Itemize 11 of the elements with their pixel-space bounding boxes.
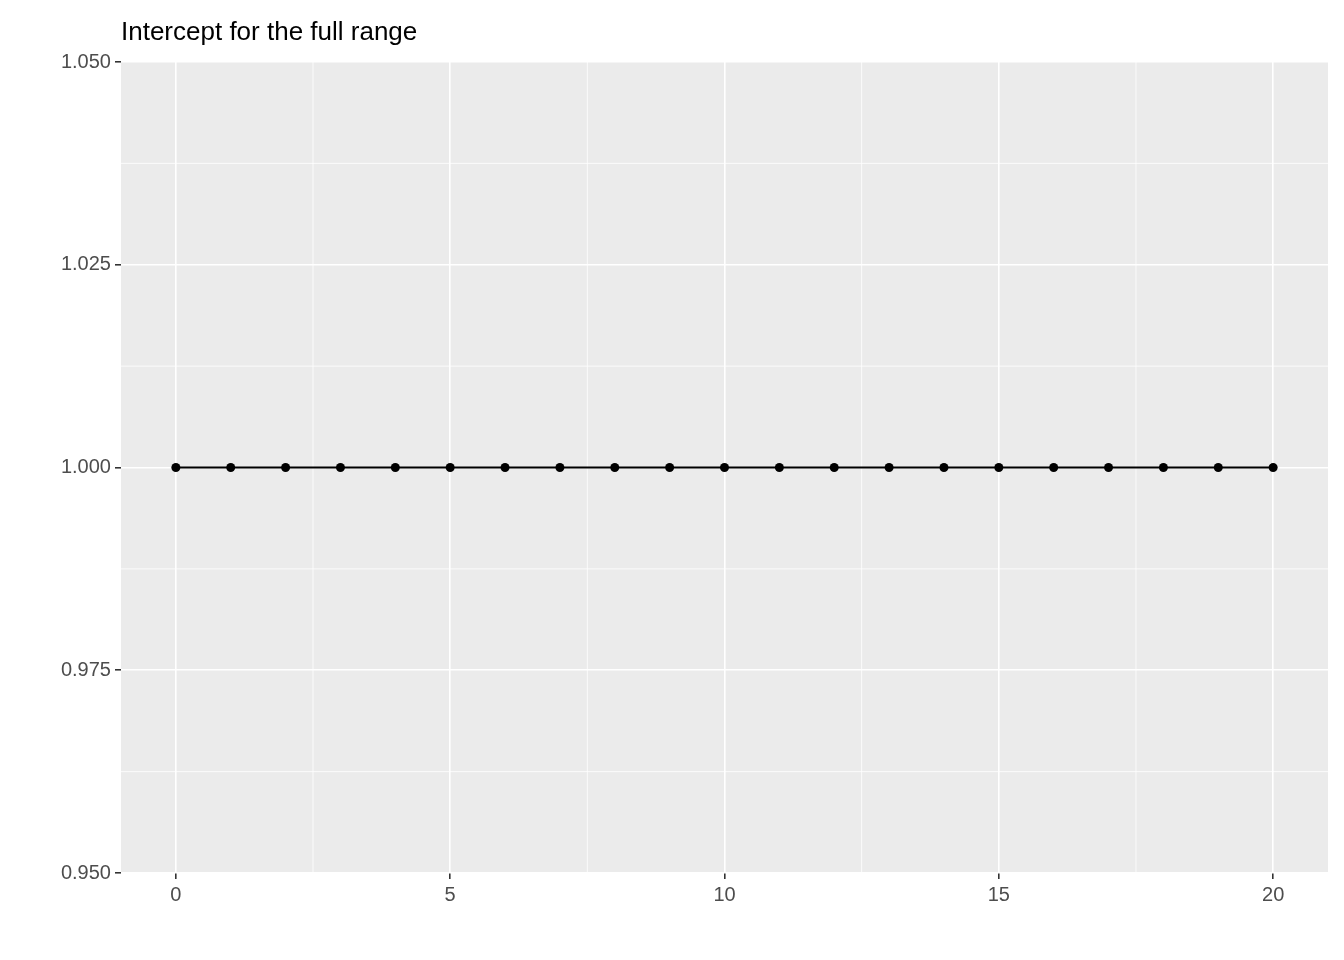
x-tick-label: 0: [170, 882, 182, 905]
y-tick-label: 0.975: [60, 657, 111, 680]
x-tick-label: 10: [713, 882, 736, 905]
y-tick-label: 1.025: [60, 252, 111, 275]
chart-title: Intercept for the full range: [121, 16, 418, 46]
y-tick-label: 0.950: [60, 860, 111, 883]
x-tick-label: 20: [1262, 882, 1285, 905]
y-tick-label: 1.000: [60, 455, 111, 478]
y-tick-label: 1.050: [60, 49, 111, 72]
x-tick-label: 15: [987, 882, 1010, 905]
x-tick-label: 5: [444, 882, 456, 905]
